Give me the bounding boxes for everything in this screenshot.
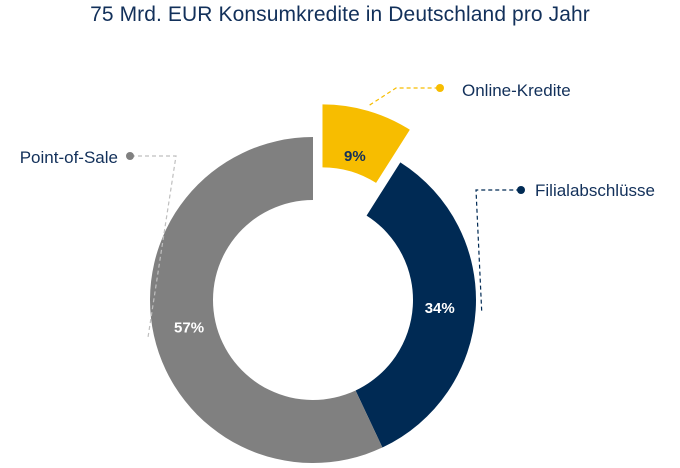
value-label-filialabschl-sse: 34% (425, 300, 455, 317)
callout-line-point-of-sale (130, 155, 177, 337)
callout-dot-point-of-sale (126, 152, 134, 160)
callout-dot-online-kredite (436, 84, 444, 92)
callout-label-filialabschl-sse: Filialabschlüsse (535, 181, 655, 200)
callout-label-online-kredite: Online-Kredite (462, 81, 571, 100)
slice-online-kredite (322, 104, 410, 183)
slice-filialabschl-sse (355, 162, 477, 448)
slice-value-labels: 9% 34% 57% (174, 148, 455, 337)
callout-dot-filialabschl-sse (517, 186, 525, 194)
callout-line-filialabschl-sse (475, 189, 521, 311)
callout-line-online-kredite (369, 87, 440, 106)
chart-title: 75 Mrd. EUR Konsumkredite in Deutschland… (90, 3, 590, 26)
callout-label-point-of-sale: Point-of-Sale (20, 148, 118, 167)
slice-point-of-sale (149, 137, 383, 463)
value-label-point-of-sale: 57% (174, 320, 204, 337)
slice-callouts: Online-Kredite Filialabschlüsse Point-of-S… (20, 81, 655, 337)
value-label-online-kredite: 9% (344, 148, 366, 165)
donut-slices (149, 104, 477, 463)
